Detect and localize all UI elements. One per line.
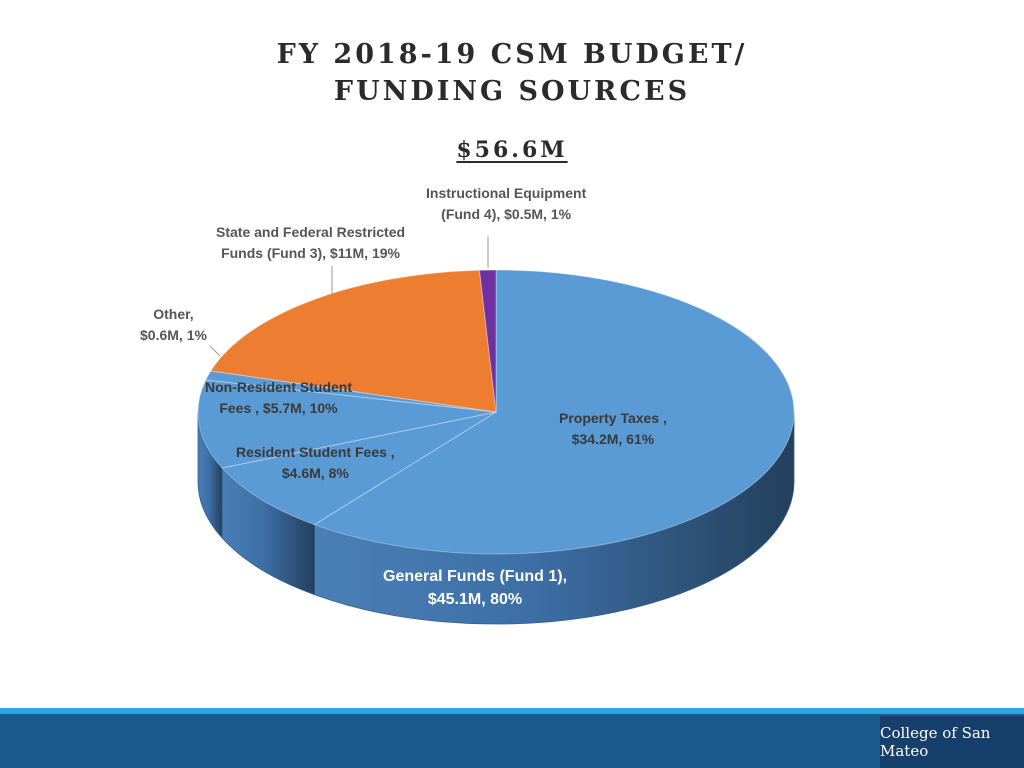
pie-slice-instructional-equipment-fund-4 (478, 269, 497, 413)
slice-label-instructional-equipment: Instructional Equipment (Fund 4), $0.5M,… (426, 185, 587, 222)
chart-title-line-1: FY 2018-19 CSM BUDGET/ (276, 39, 748, 70)
chart-subtitle: $56.6M (0, 137, 1024, 163)
pie-slice-non-resident-student-fees (197, 379, 497, 469)
footer-bar (0, 714, 1024, 768)
pie-side-wall (197, 411, 795, 625)
chart-title: FY 2018-19 CSM BUDGET/ FUNDING SOURCES (0, 36, 1024, 110)
college-logo: College of San Mateo (880, 716, 1024, 768)
group-label-general-funds: General Funds (Fund 1), $45.1M, 80% (383, 568, 568, 608)
pie-slice-other (204, 370, 497, 413)
slice-label-other: Other, $0.6M, 1% (140, 306, 207, 343)
chart-title-line-2: FUNDING SOURCES (333, 76, 691, 107)
pie-slice-property-taxes (313, 269, 795, 555)
slice-label-resident-fees: Resident Student Fees , $4.6M, 8% (236, 444, 395, 481)
total-amount: $56.6M (456, 137, 568, 163)
pie-leader-lines (209, 236, 489, 357)
pie-top (197, 269, 795, 555)
footer-accent-line (0, 708, 1024, 714)
pie-slice-state-and-federal-restricted-funds-fund-3 (209, 269, 497, 413)
logo-text: College of San Mateo (880, 724, 991, 760)
slice-label-state-federal-restricted: State and Federal Restricted Funds (Fund… (216, 224, 406, 261)
slice-label-property-taxes: Property Taxes , $34.2M, 61% (559, 410, 667, 447)
slice-label-non-resident-fees: Non-Resident Student Fees , $5.7M, 10% (205, 379, 352, 416)
leader-line-other (209, 345, 221, 357)
pie-slice-resident-student-fees (221, 411, 497, 526)
